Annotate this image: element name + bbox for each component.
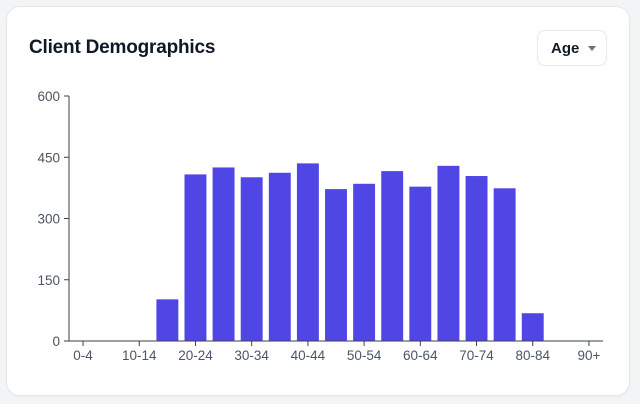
bar-70-74 xyxy=(465,176,488,341)
bar-40-44 xyxy=(296,163,319,342)
bar-15-19 xyxy=(156,299,179,341)
bar-60-64 xyxy=(409,186,432,341)
bar-25-29 xyxy=(212,167,235,341)
dropdown-selected-value: Age xyxy=(551,39,580,57)
bar-50-54 xyxy=(353,183,376,341)
y-tick-label: 600 xyxy=(37,89,60,104)
bar-55-59 xyxy=(381,171,404,341)
y-tick-label: 300 xyxy=(37,212,60,227)
bar-30-34 xyxy=(240,177,263,341)
x-tick-label: 30-34 xyxy=(234,348,269,363)
age-dropdown[interactable]: Age xyxy=(537,30,607,66)
x-tick-label: 50-54 xyxy=(347,348,382,363)
x-tick-label: 0-4 xyxy=(73,348,93,363)
y-tick-label: 150 xyxy=(37,273,60,288)
card-title: Client Demographics xyxy=(29,37,216,58)
x-tick-label: 10-14 xyxy=(122,348,157,363)
x-tick-label: 70-74 xyxy=(459,348,494,363)
bar-65-69 xyxy=(437,165,460,341)
bar-80-84 xyxy=(521,313,544,341)
y-tick-label: 450 xyxy=(37,150,60,165)
bar-45-49 xyxy=(325,189,347,341)
x-tick-label: 80-84 xyxy=(515,348,550,363)
chevron-down-icon xyxy=(588,45,597,51)
x-tick-label: 40-44 xyxy=(291,348,326,363)
x-tick-label: 20-24 xyxy=(178,348,213,363)
x-tick-label: 90+ xyxy=(577,348,600,363)
bar-20-24 xyxy=(184,174,207,341)
bar-35-39 xyxy=(268,172,291,341)
x-tick-label: 60-64 xyxy=(403,348,438,363)
y-tick-label: 0 xyxy=(52,334,60,349)
bar-75-79 xyxy=(493,188,516,341)
